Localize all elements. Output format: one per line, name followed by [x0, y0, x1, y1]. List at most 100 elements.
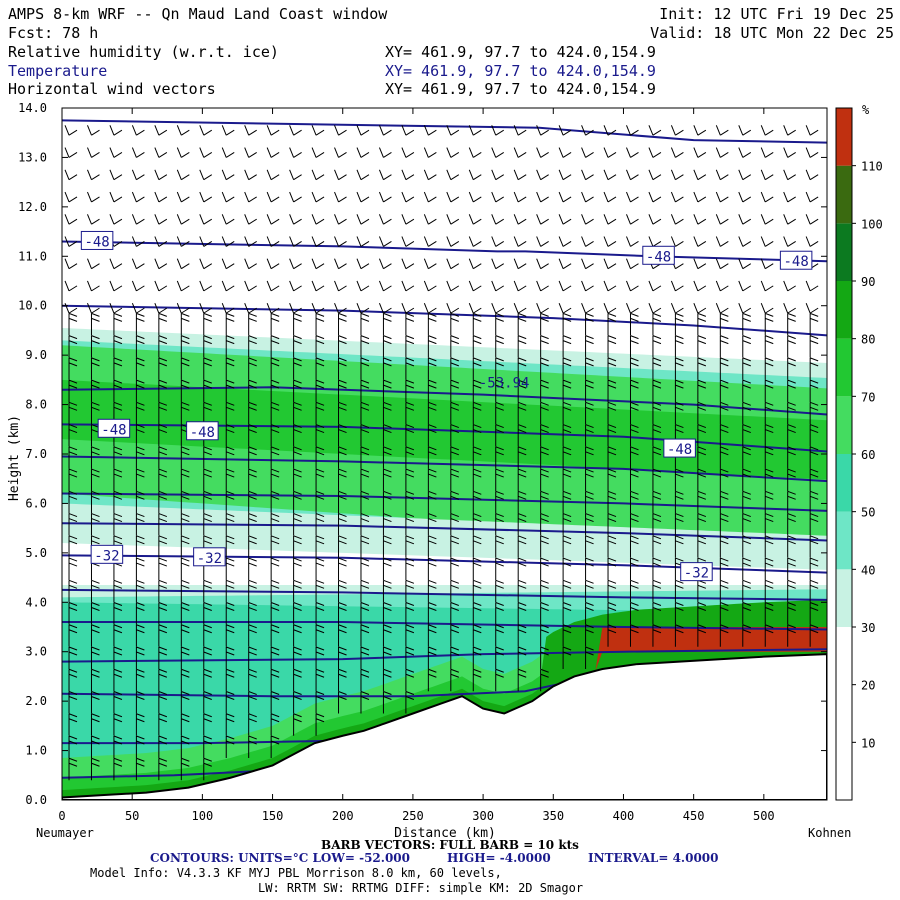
- wind-barb: [180, 557, 190, 581]
- wind-barb: [68, 579, 78, 603]
- wind-barb: [648, 147, 662, 158]
- wind-barb: [180, 468, 190, 492]
- wind-barb: [764, 535, 774, 558]
- header-title: AMPS 8-km WRF -- Qn Maud Land Coast wind…: [8, 5, 388, 23]
- wind-barb: [405, 424, 415, 447]
- wind-barb: [670, 125, 684, 136]
- wind-barb: [158, 490, 168, 514]
- colorbar-label: 10: [861, 736, 875, 750]
- wind-barb: [248, 691, 257, 714]
- wind-barb: [540, 312, 549, 336]
- wind-barb: [405, 357, 415, 380]
- wind-barb: [266, 147, 280, 158]
- wind-barb: [607, 579, 617, 603]
- y-tick-label: 4.0: [25, 595, 47, 609]
- wind-barb: [674, 535, 684, 558]
- wind-barb: [311, 258, 325, 270]
- wind-barb: [338, 446, 347, 469]
- wind-barb: [356, 191, 370, 203]
- wind-barb: [491, 125, 504, 136]
- wind-barb: [472, 335, 482, 358]
- wind-barb: [603, 191, 617, 203]
- wind-barb: [742, 490, 751, 514]
- wind-barb: [401, 258, 415, 270]
- wind-barb: [540, 668, 549, 692]
- wind-barb: [180, 602, 190, 625]
- wind-barb: [423, 280, 437, 292]
- wind-barb: [742, 468, 751, 492]
- wind-barb: [293, 646, 302, 670]
- wind-barb: [783, 191, 796, 203]
- wind-barb: [131, 280, 145, 292]
- wind-barb: [603, 258, 617, 270]
- wind-barb: [203, 579, 212, 603]
- wind-barb: [68, 490, 78, 514]
- wind-barb: [158, 691, 168, 714]
- wind-barb: [266, 280, 280, 292]
- model-info-2: LW: RRTM SW: RRTMG DIFF: simple KM: 2D S…: [258, 881, 583, 895]
- wind-barb: [715, 214, 729, 225]
- wind-barb: [607, 312, 617, 336]
- wind-barb: [401, 280, 415, 292]
- layer-temp-name: Temperature: [8, 62, 107, 80]
- wind-barb: [378, 125, 392, 136]
- wind-barb: [378, 214, 392, 225]
- wind-barb: [68, 513, 78, 536]
- x-tick-label: 300: [472, 809, 494, 823]
- wind-barb: [450, 646, 459, 670]
- wind-barb: [405, 579, 415, 603]
- y-tick-label: 2.0: [25, 694, 47, 708]
- wind-barb: [562, 624, 572, 647]
- wind-barb: [64, 258, 78, 270]
- wind-barb: [536, 191, 549, 203]
- wind-barb: [154, 147, 168, 158]
- plot-area: -48 -48 -48 -53.94 -48 -48 -48 -32 -32 -32: [62, 108, 827, 800]
- wind-barb: [135, 312, 145, 336]
- wind-barb: [360, 312, 370, 336]
- wind-barb: [68, 668, 78, 692]
- wind-barb: [90, 490, 100, 514]
- wind-barb: [472, 379, 482, 403]
- wind-barb: [674, 513, 684, 536]
- wind-barb: [315, 401, 325, 425]
- wind-barb: [562, 335, 572, 358]
- wind-barb: [738, 236, 752, 247]
- wind-barb: [382, 357, 392, 380]
- wind-barb: [360, 668, 370, 692]
- wind-barb: [581, 191, 594, 203]
- wind-barb: [783, 303, 796, 314]
- wind-barb: [68, 602, 78, 625]
- wind-barb: [652, 312, 662, 336]
- wind-barb: [648, 303, 662, 314]
- wind-barb: [809, 379, 819, 403]
- wind-barb: [719, 579, 729, 603]
- wind-barb: [697, 535, 707, 558]
- wind-barb: [289, 303, 302, 314]
- colorbar-swatch: [836, 223, 852, 281]
- wind-barb: [135, 357, 145, 380]
- wind-barb: [244, 280, 257, 292]
- wind-barb: [64, 125, 78, 136]
- x-tick-label: 50: [125, 809, 139, 823]
- wind-barb: [517, 513, 527, 536]
- wind-barb: [360, 602, 370, 625]
- wind-barb: [652, 602, 662, 625]
- wind-barb: [113, 668, 123, 692]
- wind-barb: [562, 468, 572, 492]
- wind-barb: [697, 357, 707, 380]
- wind-barb: [626, 125, 639, 136]
- wind-barb: [64, 303, 78, 314]
- wind-barb: [742, 335, 751, 358]
- wind-barb: [270, 713, 280, 736]
- wind-barb: [446, 169, 460, 181]
- wind-barb: [809, 446, 819, 469]
- wind-barb: [244, 125, 257, 136]
- wind-barb: [719, 379, 729, 403]
- wind-barb: [719, 535, 729, 558]
- wind-barb: [517, 646, 527, 670]
- wind-barb: [693, 214, 707, 225]
- wind-barb: [495, 668, 504, 692]
- y-tick-label: 7.0: [25, 447, 47, 461]
- wind-barb: [221, 191, 235, 203]
- wind-barb: [540, 557, 549, 581]
